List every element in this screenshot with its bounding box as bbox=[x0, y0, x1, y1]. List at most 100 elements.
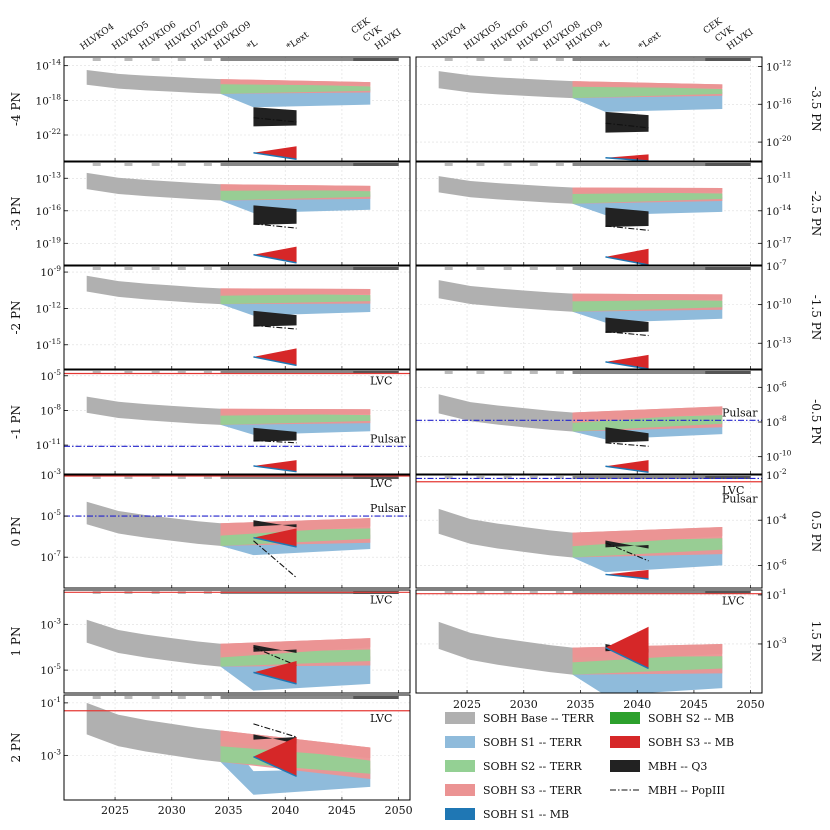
detector-bar bbox=[705, 476, 751, 479]
detector-bar bbox=[177, 696, 186, 699]
sobh-s1-mb-band bbox=[253, 671, 297, 685]
detector-bar bbox=[151, 371, 160, 374]
detector-bar bbox=[92, 696, 101, 699]
panel-label: 0.5 PN bbox=[809, 511, 823, 552]
detector-bar bbox=[705, 591, 751, 594]
detector-bar bbox=[220, 58, 399, 61]
detector-bar bbox=[444, 267, 453, 270]
mbh-q3-band bbox=[253, 107, 297, 127]
lvc-label: LVC bbox=[370, 374, 392, 387]
panel-label: -1 PN bbox=[9, 405, 23, 439]
detector-bar bbox=[220, 163, 399, 166]
y-tick-label: 10-6 bbox=[766, 557, 787, 572]
legend-swatch bbox=[610, 736, 640, 748]
detector-bar bbox=[177, 476, 186, 479]
y-tick-label: 10-6 bbox=[766, 379, 787, 394]
y-tick-label: 10-4 bbox=[766, 512, 787, 527]
x-tick-label: 2035 bbox=[214, 804, 242, 817]
sobh-s3-mb-band bbox=[253, 528, 297, 547]
detector-bar bbox=[92, 267, 101, 270]
detector-bar bbox=[555, 163, 564, 166]
panels: 10-14 10-18 10-22 -4 PN 10-12 10-16 10-20 -3.5 … bbox=[9, 56, 823, 801]
mbh-q3-band bbox=[253, 205, 297, 225]
detector-bar bbox=[572, 591, 751, 594]
sobh-s3-terr-band bbox=[220, 184, 371, 191]
sobh-base-terr-band bbox=[438, 71, 573, 99]
sobh-base-terr-band bbox=[438, 394, 573, 432]
x-tick-label: 2045 bbox=[680, 698, 708, 711]
sobh-base-terr-band bbox=[438, 621, 573, 675]
detector-bar bbox=[529, 591, 538, 594]
lvc-label: LVC bbox=[370, 477, 392, 490]
detector-bar bbox=[177, 58, 186, 61]
legend-label: SOBH S1 -- TERR bbox=[483, 736, 582, 749]
panel: LVC 10-1 10-3 1.5 PN bbox=[415, 587, 823, 694]
detector-bar bbox=[203, 476, 212, 479]
mbh-q3-band bbox=[605, 207, 649, 228]
sobh-base-terr-band bbox=[86, 275, 221, 305]
panel-frame bbox=[63, 474, 411, 589]
panel-label: 1.5 PN bbox=[809, 621, 823, 662]
y-tick-label: 10-3 bbox=[766, 636, 787, 651]
panel-frame bbox=[63, 265, 411, 370]
mbh-q3-band bbox=[605, 540, 649, 549]
detector-label: *Lext bbox=[637, 30, 663, 52]
pulsar-label: Pulsar bbox=[370, 502, 406, 515]
y-tick-label: 10-12 bbox=[766, 58, 792, 73]
detector-bar bbox=[92, 371, 101, 374]
panel-label: 0 PN bbox=[9, 516, 23, 546]
detector-bar bbox=[503, 163, 512, 166]
detector-bar bbox=[555, 58, 564, 61]
detector-bar bbox=[124, 371, 133, 374]
sobh-s3-terr-band bbox=[572, 187, 723, 194]
sobh-s2-terr-band bbox=[220, 413, 371, 425]
lvc-label: LVC bbox=[370, 593, 392, 606]
y-tick-label: 10-15 bbox=[36, 337, 62, 352]
y-tick-label: 10-1 bbox=[40, 695, 61, 710]
mbh-q3-band bbox=[253, 734, 297, 744]
y-tick-label: 10-3 bbox=[40, 616, 61, 631]
detector-bar bbox=[476, 58, 485, 61]
detector-label: *Lext bbox=[285, 30, 311, 52]
mbh-popiii-line bbox=[605, 542, 649, 562]
y-tick-label: 10-10 bbox=[766, 449, 792, 464]
panel-frame bbox=[415, 265, 763, 370]
y-tick-label: 10-17 bbox=[766, 235, 792, 250]
lvc-label: LVC bbox=[370, 712, 392, 725]
detector-bar bbox=[555, 591, 564, 594]
detector-bar bbox=[705, 267, 751, 270]
detector-bar bbox=[476, 371, 485, 374]
panel-label: -1.5 PN bbox=[809, 295, 823, 341]
mbh-q3-band bbox=[605, 427, 649, 443]
detector-bar bbox=[203, 163, 212, 166]
detector-bar bbox=[476, 163, 485, 166]
mbh-popiii-line bbox=[253, 324, 297, 330]
sobh-s1-mb-band bbox=[605, 465, 649, 474]
detector-bar bbox=[444, 371, 453, 374]
detector-bar bbox=[92, 163, 101, 166]
mbh-q3-band bbox=[253, 427, 297, 442]
detector-bar bbox=[705, 163, 751, 166]
sobh-s3-terr-band bbox=[220, 288, 371, 296]
sobh-base-terr-band bbox=[86, 501, 221, 546]
detector-bar bbox=[529, 371, 538, 374]
detector-bar bbox=[444, 476, 453, 479]
y-tick-label: 10-8 bbox=[766, 414, 787, 429]
sobh-s1-mb-band bbox=[253, 756, 297, 778]
detector-bar bbox=[177, 371, 186, 374]
y-tick-label: 10-3 bbox=[40, 747, 61, 762]
detector-bar bbox=[353, 371, 399, 374]
panel: Pulsar 10-6 10-8 10-10 -0.5 PN bbox=[415, 369, 823, 475]
detector-bar bbox=[353, 58, 399, 61]
sobh-s3-mb-band bbox=[605, 460, 649, 473]
mbh-popiii-line bbox=[605, 331, 649, 337]
y-tick-label: 10-7 bbox=[766, 258, 787, 273]
sobh-s2-terr-band bbox=[220, 82, 371, 94]
sobh-s3-mb-band bbox=[253, 146, 297, 160]
panel-frame bbox=[415, 589, 763, 694]
detector-bar bbox=[203, 371, 212, 374]
detector-bar bbox=[124, 163, 133, 166]
legend-swatch bbox=[445, 760, 475, 772]
x-tick-label: 2025 bbox=[453, 698, 481, 711]
sobh-s2-terr-band bbox=[220, 293, 371, 305]
